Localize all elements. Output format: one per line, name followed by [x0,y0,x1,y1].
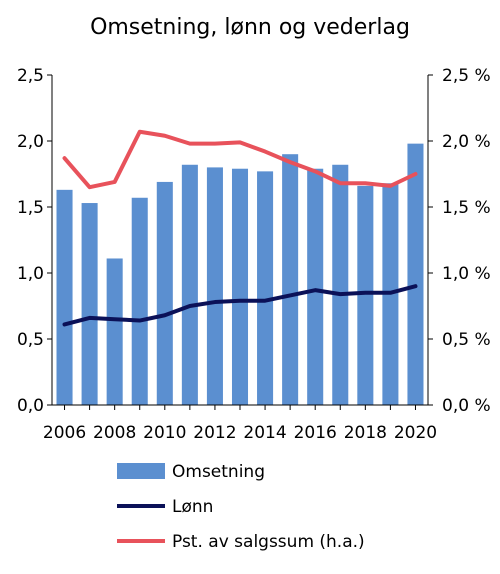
y-left-tick-label: 0,0 [17,396,44,416]
y-left-axis: 0,0 0,5 1,0 1,5 2,0 2,5 [17,66,52,416]
y-right-axis: 0,0 % 0,5 % 1,0 % 1,5 % 2,0 % 2,5 % [428,66,491,416]
bar-2006 [56,189,73,405]
bar-2014 [257,171,274,405]
bar-2012 [206,167,223,405]
x-tick-label: 2010 [143,423,186,443]
bar-2018 [357,185,374,405]
x-tick-label: 2008 [93,423,136,443]
x-tick-label: 2006 [43,423,86,443]
bar-series-omsetning [56,143,424,405]
legend: Omsetning Lønn Pst. av salgssum (h.a.) [117,462,365,552]
line-lonn [62,284,418,327]
x-tick-label: 2016 [294,423,337,443]
legend-swatch-omsetning [117,463,165,479]
bar-2007 [81,203,98,405]
bar-2020 [407,143,424,405]
legend-label: Omsetning [172,462,265,482]
y-right-tick-label: 2,5 % [442,66,491,86]
legend-label: Lønn [172,497,213,517]
y-left-tick-label: 2,0 [17,132,44,152]
bar-2010 [156,181,173,405]
bar-2016 [307,168,324,405]
y-left-tick-label: 0,5 [17,330,44,350]
bar-2009 [131,197,148,405]
y-right-tick-label: 1,0 % [442,264,491,284]
x-tick-label: 2014 [243,423,286,443]
y-left-tick-label: 1,5 [17,198,44,218]
chart-title: Omsetning, lønn og vederlag [90,15,410,40]
line-series [62,129,418,327]
x-axis: 2006 2008 2010 2012 2014 2016 2018 2020 [43,405,437,443]
y-left-tick-label: 2,5 [17,66,44,86]
bar-2013 [231,168,249,405]
bar-2017 [332,164,349,405]
bar-2015 [282,154,299,405]
legend-label: Pst. av salgssum (h.a.) [172,532,365,552]
x-tick-label: 2018 [344,423,387,443]
bar-2011 [181,164,198,405]
line-pst-av-salgssum [62,129,418,190]
y-left-tick-label: 1,0 [17,264,44,284]
y-right-tick-label: 0,0 % [442,396,491,416]
x-tick-label: 2012 [193,423,236,443]
y-right-tick-label: 2,0 % [442,132,491,152]
y-right-tick-label: 0,5 % [442,330,491,350]
x-tick-label: 2020 [394,423,437,443]
y-right-tick-label: 1,5 % [442,198,491,218]
bar-2008 [106,258,123,405]
